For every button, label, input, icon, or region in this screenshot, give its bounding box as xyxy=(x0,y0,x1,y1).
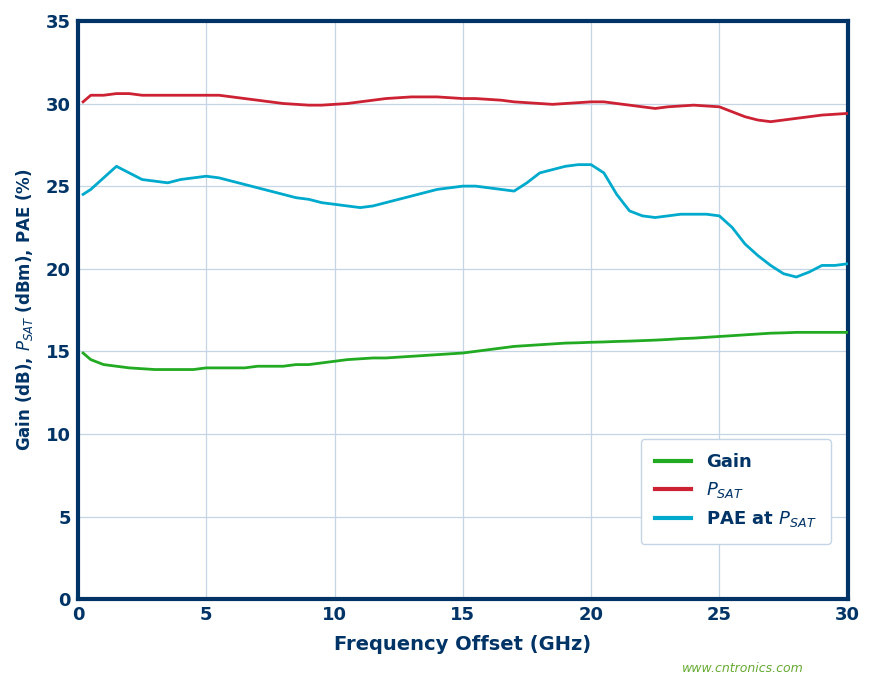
Y-axis label: Gain (dB), $P_{SAT}$ (dBm), PAE (%): Gain (dB), $P_{SAT}$ (dBm), PAE (%) xyxy=(14,168,35,451)
Legend: Gain, $P_{SAT}$, PAE at $P_{SAT}$: Gain, $P_{SAT}$, PAE at $P_{SAT}$ xyxy=(641,439,831,544)
X-axis label: Frequency Offset (GHz): Frequency Offset (GHz) xyxy=(334,635,592,654)
Text: www.cntronics.com: www.cntronics.com xyxy=(683,662,804,675)
